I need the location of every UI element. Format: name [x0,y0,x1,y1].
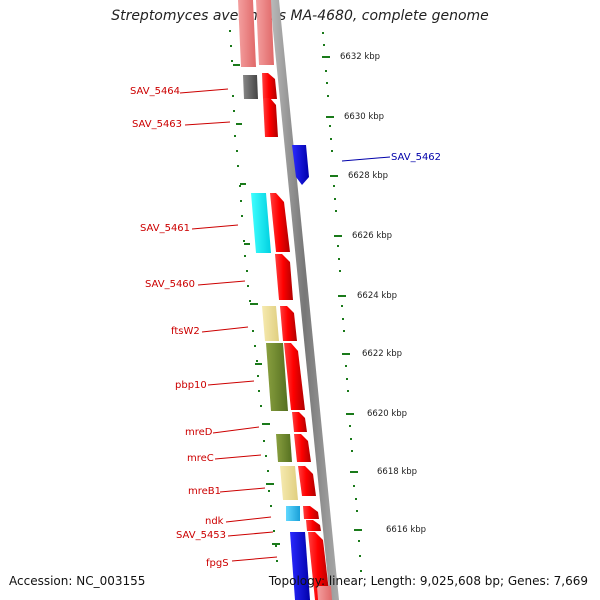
gene-label[interactable]: pbp10 [175,380,207,391]
scale-label: 6624 kbp [357,291,397,301]
left-guide-dashes [233,64,280,545]
gene-arrow[interactable] [292,412,307,432]
scale-label: 6620 kbp [367,409,407,419]
cog-box[interactable] [276,434,292,462]
scale-label: 6628 kbp [348,171,388,181]
gene-label[interactable]: ftsW2 [171,326,200,337]
gene-arrow[interactable] [256,0,274,65]
gene-arrow[interactable] [280,306,297,341]
gene-arrow[interactable] [263,98,278,137]
gene-label[interactable]: mreB1 [188,486,221,497]
label-leaders [179,88,391,562]
cog-box[interactable] [251,193,271,253]
gene-label[interactable]: fpgS [206,558,229,569]
gene-label[interactable]: SAV_5463 [132,119,182,130]
gene-label[interactable]: ndk [205,516,224,527]
cog-box[interactable] [262,306,279,341]
gene-arrow[interactable] [262,73,277,99]
gene-label[interactable]: mreC [187,453,214,464]
gene-label[interactable]: SAV_5464 [130,86,180,97]
gene-arrow[interactable] [275,254,293,300]
gene-label[interactable]: SAV_5460 [145,279,195,290]
gene-arrow[interactable] [284,343,305,410]
scale-label: 6630 kbp [344,112,384,122]
gene-arrow[interactable] [294,434,311,462]
scale-ticks [322,56,362,531]
left-guide-dots [229,30,278,562]
cog-box[interactable] [243,75,258,99]
scale-label: 6626 kbp [352,231,392,241]
gene-arrow[interactable] [303,506,319,519]
scale-label: 6622 kbp [362,349,402,359]
cog-box[interactable] [286,506,300,521]
gene-arrow[interactable] [270,193,290,252]
gene-label[interactable]: SAV_5462 [391,152,441,163]
cog-box[interactable] [280,466,298,500]
gene-arrow[interactable] [298,466,316,496]
accession-text: Accession: NC_003155 [9,574,146,588]
gene-arrow[interactable] [308,532,330,600]
scale-label: 6618 kbp [377,467,417,477]
cog-box[interactable] [238,0,256,67]
scale-dots [322,32,362,572]
scale-label: 6616 kbp [386,525,426,535]
cog-box[interactable] [266,343,288,411]
map-title: Streptomyces avermitilis MA-4680, comple… [111,8,489,24]
gene-label[interactable]: SAV_5453 [176,530,226,541]
gene-label[interactable]: mreD [185,427,213,438]
gene-arrow[interactable] [317,586,332,600]
genome-summary-text: Topology: linear; Length: 9,025,608 bp; … [268,574,588,588]
scale-label: 6632 kbp [340,52,380,62]
gene-label[interactable]: SAV_5461 [140,223,190,234]
gene-arrow-reverse[interactable] [292,145,309,185]
gene-arrow[interactable] [306,520,321,531]
genome-backbone [270,0,339,600]
cog-box[interactable] [290,532,310,600]
